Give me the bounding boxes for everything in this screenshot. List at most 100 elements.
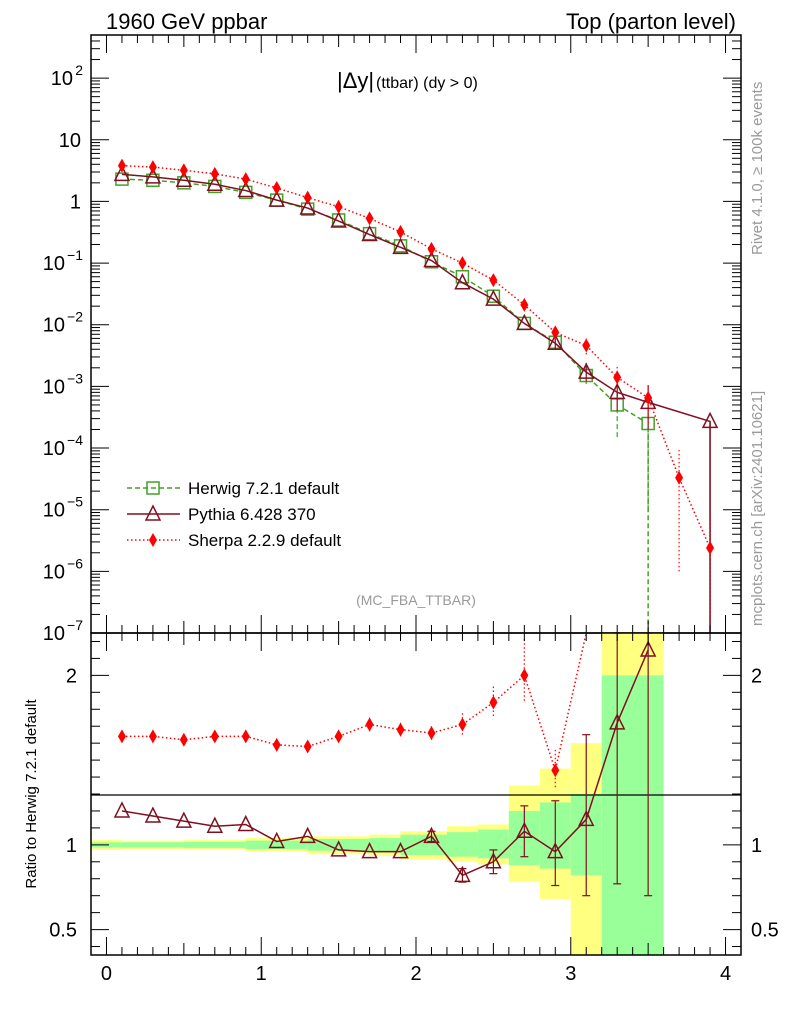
series-sherpa [117,158,715,615]
point-herwig [177,176,191,190]
point-sherpa [427,241,436,256]
ratio-point-pythia [144,806,162,823]
ratio-line-sherpa [121,632,587,774]
xtick-label: 1 [256,963,267,985]
ratio-ytick-label-right: 2 [751,665,762,687]
point-pythia [299,198,316,215]
ratio-point-sherpa [458,717,467,732]
point-herwig [455,269,470,284]
ratio-point-pythia [578,809,595,827]
xtick-label: 4 [720,963,731,985]
main-ytick-exponent: −1 [67,247,83,263]
series-herwig [115,172,655,633]
ratio-point-pythia [268,831,285,849]
point-sherpa [520,297,529,312]
ratio-line-pythia [121,649,649,877]
ratio-ytick-label: 1 [66,835,77,857]
uncertainty-band-inner [369,838,401,853]
point-sherpa [551,325,560,340]
legend-label-sherpa: Sherpa 2.2.9 default [188,531,341,550]
ratio-point-sherpa [117,729,126,744]
point-sherpa [241,172,250,187]
ratio-point-sherpa [551,763,560,778]
ratio-point-sherpa [427,725,436,740]
ratio-point-pythia [423,826,440,844]
point-pythia [608,382,626,400]
ratio-ylabel: Ratio to Herwig 7.2.1 default [23,699,40,889]
ratio-ytick-label-right: 0.5 [751,920,779,942]
point-pythia [423,250,440,268]
ratio-point-pythia [330,840,347,857]
header-left: 1960 GeV ppbar [106,9,267,34]
uncertainty-band-inner [601,675,664,955]
ratio-panel: 0.5 0.5 1 1 2 2 0 1 2 3 4 Ratio to Herwig 7.2.1 de… [23,632,779,985]
rivet-caption: Rivet 4.1.0, ≥ 100k events [749,82,766,255]
uncertainty-band-inner [307,838,370,851]
ratio-point-pythia [206,816,224,833]
ratio-point-sherpa [241,729,250,744]
point-pythia [701,411,719,429]
point-sherpa [458,256,467,271]
ratio-ytick-label: 0.5 [49,920,77,942]
point-sherpa [706,540,715,555]
point-sherpa [334,199,343,214]
point-sherpa [365,211,374,226]
legend-entry-herwig: Herwig 7.2.1 default [127,479,339,498]
ratio-point-pythia [392,841,409,859]
main-ytick-label: 10 [43,500,65,522]
legend-label-herwig: Herwig 7.2.1 default [188,479,339,498]
uncertainty-band-inner [245,840,308,850]
main-ytick-exponent: −6 [67,555,83,571]
point-sherpa [582,338,591,353]
point-sherpa [613,370,622,385]
main-ytick-label: 10 [59,130,81,152]
ratio-point-pythia [516,821,533,839]
main-ytick-label: 10 [43,623,65,645]
legend-label-pythia: Pythia 6.428 370 [188,505,316,524]
ratio-point-pythia [361,841,378,859]
main-ytick-exponent: −4 [67,432,83,448]
point-pythia [516,313,533,331]
main-ytick-exponent: −3 [67,370,83,386]
point-pythia [639,392,657,410]
main-ytick-label: 10 [43,376,65,398]
point-pythia [330,211,347,228]
main-ytick-label: 10 [51,68,73,90]
ratio-point-sherpa [148,729,157,744]
main-title: |Δy| [337,68,374,93]
ratio-series-layer [113,632,657,897]
legend-entry-pythia: Pythia 6.428 370 [127,504,316,524]
main-ytick-exponent: −7 [67,617,83,633]
ratio-point-sherpa [520,668,529,683]
point-sherpa [675,470,684,485]
ratio-point-sherpa [396,722,405,737]
ratio-bands-layer [91,633,664,955]
ratio-point-pythia [639,640,657,657]
ratio-axes-layer: 0.5 0.5 1 1 2 2 0 1 2 3 4 [49,633,779,985]
point-pythia [485,289,502,306]
ratio-point-sherpa [365,717,374,732]
xtick-label: 2 [410,963,421,985]
point-pythia [113,164,131,182]
main-ytick-exponent: −2 [67,309,83,325]
watermark: (MC_FBA_TTBAR) [356,592,476,608]
main-ytick-label: 10 [43,315,65,337]
ratio-point-pythia [113,801,131,818]
point-sherpa [303,190,312,205]
ratio-point-sherpa [210,729,219,744]
main-ytick-label: 10 [43,438,65,460]
point-pythia [392,237,409,255]
header-right: Top (parton level) [566,9,736,34]
point-sherpa [489,273,498,288]
xtick-label: 3 [565,963,576,985]
point-pythia [144,167,162,184]
point-pythia [578,362,595,379]
series-line-sherpa [121,164,711,549]
xtick-label: 0 [101,963,112,985]
point-pythia [206,174,224,191]
uncertainty-band-inner [183,841,246,848]
main-ytick-label: 10 [43,561,65,583]
ratio-ytick-label: 2 [66,665,77,687]
